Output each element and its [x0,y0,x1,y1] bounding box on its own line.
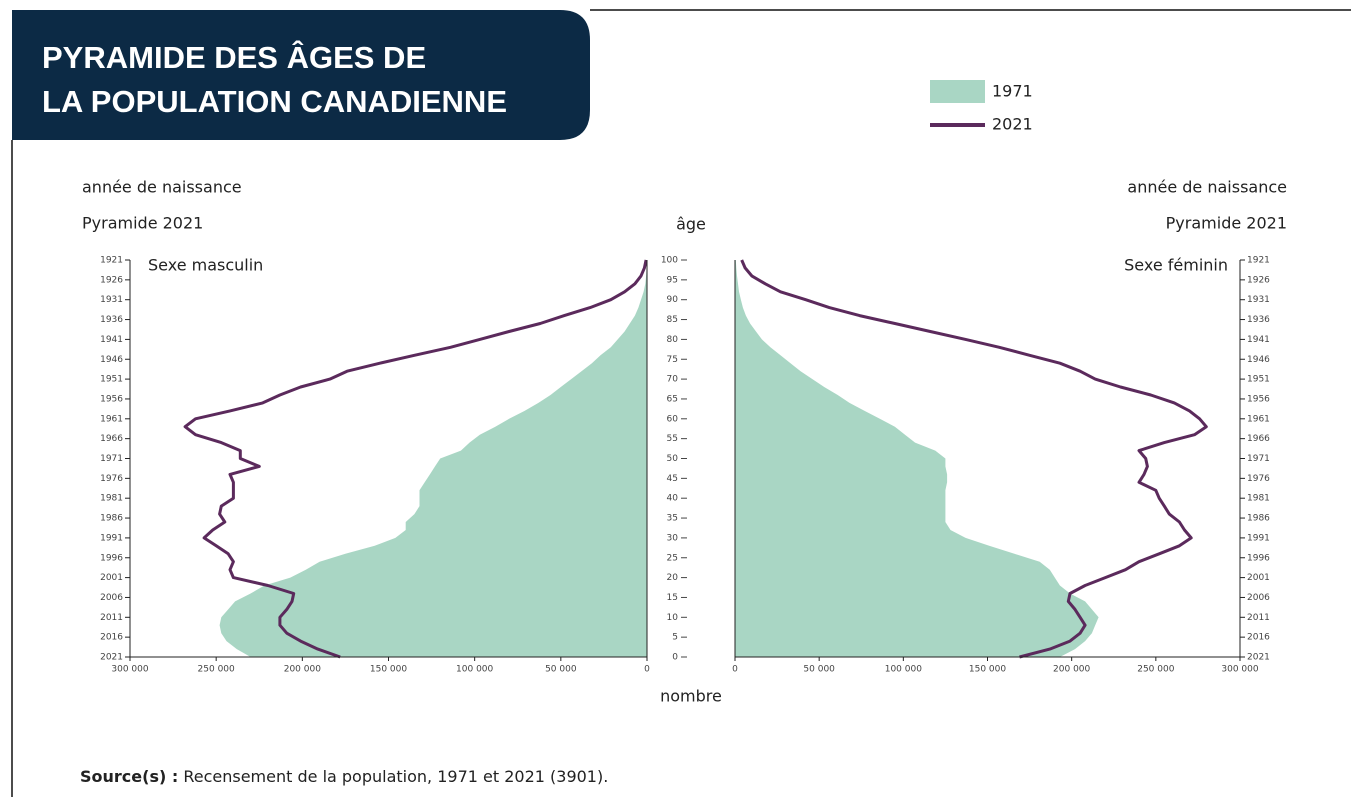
year-tick-label: 1981 [100,494,123,504]
x-tick-label: 150 000 [969,665,1006,675]
year-tick-label: 1956 [1247,394,1270,404]
y-axis-title: âge [676,215,706,234]
y-tick-label: 65 [667,394,678,404]
year-tick-label: 1991 [1247,533,1270,543]
title-box [12,10,590,140]
x-tick-label: 200 000 [284,665,321,675]
year-tick-label: 1926 [1247,275,1270,285]
year-tick-label: 1961 [100,414,123,424]
year-tick-label: 1976 [100,474,123,484]
y-tick-label: 100 [661,256,678,266]
year-tick-label: 2011 [100,613,123,623]
year-tick-label: 1966 [1247,434,1270,444]
legend-label: 2021 [992,115,1033,134]
y-tick-label: 5 [672,633,678,643]
x-tick-label: 50 000 [803,665,835,675]
y-tick-label: 40 [667,494,679,504]
x-tick-label: 300 000 [111,665,148,675]
year-tick-label: 1956 [100,394,123,404]
year-tick-label: 2021 [100,653,123,663]
line [183,259,648,659]
y-tick-label: 85 [667,315,678,325]
y-tick-label: 10 [667,613,679,623]
x-tick-label: 0 [732,665,738,675]
axis-subtitle: Pyramide 2021 [1166,214,1287,233]
y-tick-label: 95 [667,275,678,285]
axis-subtitle: Pyramide 2021 [82,214,203,233]
x-tick-label: 250 000 [1137,665,1174,675]
y-tick-label: 45 [667,474,678,484]
year-tick-label: 1926 [100,275,123,285]
x-tick-label: 0 [644,665,650,675]
year-tick-label: 1936 [1247,315,1270,325]
chart-title: LA POPULATION CANADIENNE [42,84,507,119]
year-tick-label: 1936 [100,315,123,325]
y-tick-label: 25 [667,553,678,563]
y-tick-label: 75 [667,355,678,365]
year-tick-label: 1981 [1247,494,1270,504]
axis-title: année de naissance [82,178,242,197]
x-tick-label: 300 000 [1221,665,1258,675]
year-tick-label: 1946 [100,355,123,365]
panel-label: Sexe masculin [148,256,263,275]
year-tick-label: 1996 [1247,553,1270,563]
year-tick-label: 2011 [1247,613,1270,623]
x-tick-label: 250 000 [198,665,235,675]
source: Source(s) : Recensement de la population… [80,767,608,786]
y-tick-label: 55 [667,434,678,444]
legend-label: 1971 [992,82,1033,101]
year-tick-label: 2021 [1247,653,1270,663]
year-tick-label: 1951 [100,375,123,385]
y-tick-label: 15 [667,593,678,603]
y-tick-label: 90 [667,295,679,305]
x-tick-label: 150 000 [370,665,407,675]
y-tick-label: 20 [667,573,679,583]
x-axis-title: nombre [660,687,722,706]
year-tick-label: 1946 [1247,355,1270,365]
x-tick-label: 100 000 [456,665,493,675]
year-tick-label: 2001 [100,573,123,583]
year-tick-label: 2016 [100,633,123,643]
chart-title: PYRAMIDE DES ÂGES DE [42,39,426,75]
year-tick-label: 2001 [1247,573,1270,583]
axis-title: année de naissance [1127,178,1287,197]
year-tick-label: 1951 [1247,375,1270,385]
y-tick-label: 60 [667,414,679,424]
year-tick-label: 1976 [1247,474,1270,484]
y-tick-label: 70 [667,375,679,385]
year-tick-label: 1986 [100,514,123,524]
year-tick-label: 2006 [100,593,123,603]
source-text: Recensement de la population, 1971 et 20… [183,767,608,786]
year-tick-label: 1941 [100,335,123,345]
y-tick-label: 30 [667,533,679,543]
area [735,260,1099,657]
year-tick-label: 1961 [1247,414,1270,424]
x-tick-label: 200 000 [1053,665,1090,675]
year-tick-label: 1941 [1247,335,1270,345]
y-tick-label: 35 [667,514,678,524]
area [219,260,647,657]
year-tick-label: 1971 [100,454,123,464]
legend-swatch [930,80,985,103]
year-tick-label: 1971 [1247,454,1270,464]
year-tick-label: 1966 [100,434,123,444]
line [740,259,1208,659]
year-tick-label: 1931 [1247,295,1270,305]
year-tick-label: 1986 [1247,514,1270,524]
panel-label: Sexe féminin [1124,256,1228,275]
year-tick-label: 2006 [1247,593,1270,603]
year-tick-label: 1921 [100,256,123,266]
year-tick-label: 1931 [100,295,123,305]
source-label: Source(s) : [80,767,178,786]
x-tick-label: 100 000 [885,665,922,675]
y-tick-label: 50 [667,454,679,464]
year-tick-label: 1996 [100,553,123,563]
year-tick-label: 1991 [100,533,123,543]
year-tick-label: 1921 [1247,256,1270,266]
y-tick-label: 80 [667,335,679,345]
x-tick-label: 50 000 [545,665,577,675]
y-tick-label: 0 [672,653,678,663]
year-tick-label: 2016 [1247,633,1270,643]
